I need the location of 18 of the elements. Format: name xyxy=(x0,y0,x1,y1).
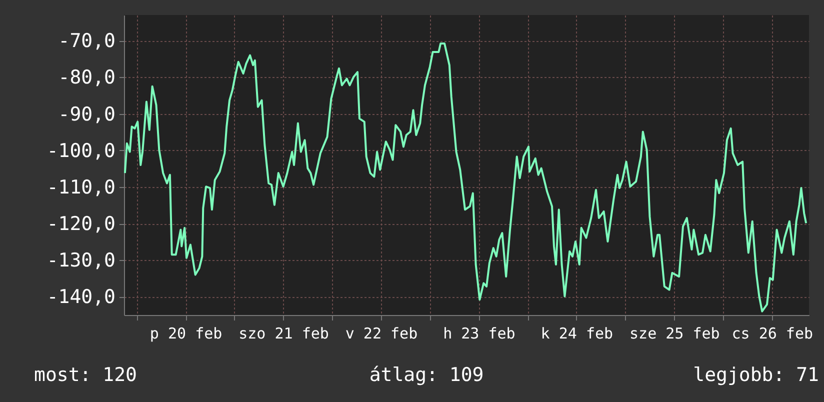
y-tick-label: -140,0 xyxy=(46,286,116,308)
y-tick-label: -90,0 xyxy=(58,103,116,126)
x-tick-label: h 23 feb xyxy=(443,324,516,342)
x-tick-label: v 22 feb xyxy=(345,324,418,342)
x-tick-label: k 24 feb xyxy=(540,324,614,342)
y-tick-label: -100,0 xyxy=(46,140,116,162)
y-tick-label: -110,0 xyxy=(46,176,116,198)
x-tick-label: sze 25 feb xyxy=(630,324,720,342)
text: most: 120 xyxy=(34,364,137,386)
x-tick-label: szo 21 feb xyxy=(238,324,329,342)
y-tick-label: -70,0 xyxy=(58,30,116,52)
y-tick-label: -130,0 xyxy=(46,250,116,272)
text: legjobb: 71 xyxy=(693,364,819,386)
x-tick-label: p 20 feb xyxy=(150,324,222,342)
y-tick-label: -80,0 xyxy=(58,66,116,89)
y-tick-label: -120,0 xyxy=(46,213,116,236)
x-tick-label: cs 26 feb xyxy=(732,324,814,342)
text: átlag: 109 xyxy=(369,364,484,386)
